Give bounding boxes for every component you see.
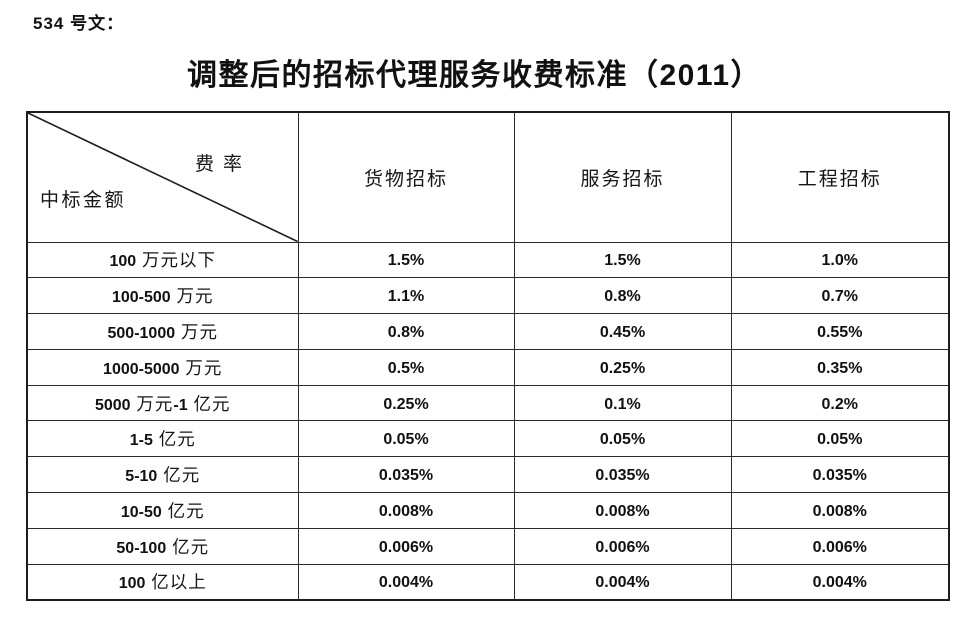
- rate-value: 0.8%: [513, 277, 732, 315]
- doc-number-label: 534 号文：: [33, 14, 125, 33]
- rate-value: 0.035%: [730, 456, 950, 494]
- page-title: 调整后的招标代理服务收费标准（2011）: [186, 59, 763, 92]
- rate-value: 0.008%: [730, 492, 950, 529]
- table-row: 100 万元以下 1.5% 1.5% 1.0%: [26, 241, 950, 279]
- row-label-bid-amount-range: 1000-5000 万元: [26, 348, 299, 386]
- table-row: 500-1000 万元 0.8% 0.45% 0.55%: [26, 313, 950, 350]
- rate-value: 0.35%: [730, 348, 950, 386]
- row-label-bid-amount-range: 50-100 亿元: [26, 527, 299, 565]
- table-row: 100 亿以上 0.004% 0.004% 0.004%: [26, 563, 950, 601]
- column-header-service-bidding: 服务招标: [513, 111, 732, 243]
- row-label-bid-amount-range: 100 亿以上: [26, 563, 299, 601]
- table-row: 1000-5000 万元 0.5% 0.25% 0.35%: [26, 348, 950, 386]
- rate-value: 0.25%: [513, 348, 732, 386]
- row-label-bid-amount-range: 5000 万元-1 亿元: [26, 384, 299, 422]
- table-row: 5000 万元-1 亿元 0.25% 0.1% 0.2%: [26, 384, 950, 422]
- fee-table: 费率 中标金额 货物招标 服务招标 工程招标 100 万元以下 1.5% 1.5% 1…: [26, 111, 950, 601]
- rate-value: 0.004%: [730, 563, 950, 601]
- rate-value: 0.7%: [730, 277, 950, 315]
- rate-value: 0.004%: [513, 563, 732, 601]
- table-header-row: 费率 中标金额 货物招标 服务招标 工程招标: [26, 111, 950, 243]
- rate-value: 0.004%: [297, 563, 515, 601]
- rate-value: 0.2%: [730, 384, 950, 422]
- corner-cell: 费率 中标金额: [26, 111, 299, 243]
- rate-value: 0.05%: [297, 420, 515, 458]
- rate-value: 0.035%: [297, 456, 515, 494]
- rate-value: 0.008%: [513, 492, 732, 529]
- rate-value: 0.05%: [730, 420, 950, 458]
- rate-value: 0.1%: [513, 384, 732, 422]
- table-row: 50-100 亿元 0.006% 0.006% 0.006%: [26, 527, 950, 565]
- corner-label-rate: 费率: [195, 154, 252, 175]
- table-row: 10-50 亿元 0.008% 0.008% 0.008%: [26, 492, 950, 529]
- table-row: 5-10 亿元 0.035% 0.035% 0.035%: [26, 456, 950, 494]
- rate-value: 0.006%: [297, 527, 515, 565]
- rate-value: 1.5%: [513, 241, 732, 279]
- rate-value: 0.035%: [513, 456, 732, 494]
- row-label-bid-amount-range: 5-10 亿元: [26, 456, 299, 494]
- rate-value: 0.45%: [513, 313, 732, 350]
- rate-value: 0.5%: [297, 348, 515, 386]
- column-header-engineering-bidding: 工程招标: [730, 111, 950, 243]
- rate-value: 0.25%: [297, 384, 515, 422]
- row-label-bid-amount-range: 100-500 万元: [26, 277, 299, 315]
- rate-value: 0.55%: [730, 313, 950, 350]
- table-row: 1-5 亿元 0.05% 0.05% 0.05%: [26, 420, 950, 458]
- rate-value: 0.008%: [297, 492, 515, 529]
- rate-value: 1.1%: [297, 277, 515, 315]
- row-label-bid-amount-range: 100 万元以下: [26, 241, 299, 279]
- table-body: 100 万元以下 1.5% 1.5% 1.0% 100-500 万元 1.1% 0.8% 0.…: [26, 241, 950, 601]
- rate-value: 0.006%: [730, 527, 950, 565]
- diagonal-line-icon: [28, 113, 298, 242]
- corner-label-bid-amount: 中标金额: [40, 190, 127, 211]
- row-label-bid-amount-range: 500-1000 万元: [26, 313, 299, 350]
- column-header-goods-bidding: 货物招标: [297, 111, 515, 243]
- rate-value: 1.0%: [730, 241, 950, 279]
- rate-value: 1.5%: [297, 241, 515, 279]
- rate-value: 0.006%: [513, 527, 732, 565]
- row-label-bid-amount-range: 10-50 亿元: [26, 492, 299, 529]
- row-label-bid-amount-range: 1-5 亿元: [26, 420, 299, 458]
- rate-value: 0.05%: [513, 420, 732, 458]
- table-row: 100-500 万元 1.1% 0.8% 0.7%: [26, 277, 950, 315]
- rate-value: 0.8%: [297, 313, 515, 350]
